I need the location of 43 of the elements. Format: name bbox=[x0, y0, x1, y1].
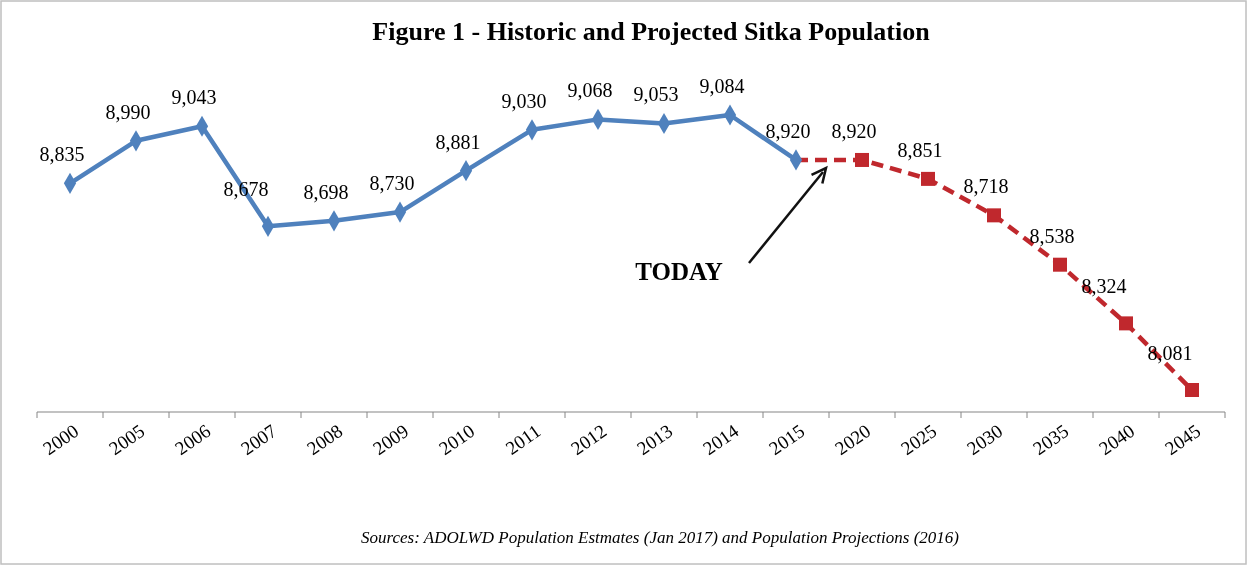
x-tick-label: 2011 bbox=[501, 420, 545, 459]
data-label: 9,043 bbox=[171, 86, 217, 109]
source-note: Sources: ADOLWD Population Estmates (Jan 2017) and Population Projections (2016) bbox=[361, 528, 960, 547]
data-label: 9,053 bbox=[633, 83, 679, 106]
x-tick-label: 2006 bbox=[171, 420, 215, 460]
x-tick-label: 2005 bbox=[105, 420, 149, 460]
data-label: 8,730 bbox=[369, 172, 415, 195]
x-tick-label: 2035 bbox=[1029, 420, 1073, 460]
x-tick-label: 2010 bbox=[435, 420, 479, 460]
chart-title: Figure 1 - Historic and Projected Sitka Population bbox=[372, 17, 931, 46]
data-label: 9,030 bbox=[501, 89, 547, 112]
data-label: 9,068 bbox=[567, 79, 613, 102]
x-tick-label: 2007 bbox=[237, 420, 281, 460]
x-tick-label: 2008 bbox=[303, 420, 347, 460]
data-label: 8,698 bbox=[303, 180, 349, 203]
data-label: 8,881 bbox=[435, 130, 481, 153]
data-label: 8,920 bbox=[765, 119, 811, 142]
data-label: 8,990 bbox=[105, 100, 151, 123]
x-tick-label: 2000 bbox=[39, 420, 83, 460]
point bbox=[921, 171, 935, 186]
data-label: 9,084 bbox=[699, 75, 745, 97]
data-label: 8,835 bbox=[39, 143, 85, 166]
x-tick-label: 2030 bbox=[963, 420, 1007, 460]
data-label: 8,718 bbox=[963, 175, 1009, 198]
x-tick-label: 2009 bbox=[369, 420, 413, 460]
point bbox=[1053, 257, 1067, 272]
data-label: 8,851 bbox=[897, 138, 943, 161]
x-tick-label: 2040 bbox=[1095, 420, 1139, 460]
x-tick-label: 2014 bbox=[699, 419, 743, 460]
point bbox=[855, 152, 869, 167]
x-tick-label: 2013 bbox=[633, 420, 677, 460]
x-tick-label: 2015 bbox=[765, 420, 809, 460]
data-label: 8,324 bbox=[1081, 275, 1127, 298]
point bbox=[1119, 316, 1133, 331]
point bbox=[1185, 383, 1199, 397]
x-tick-label: 2045 bbox=[1161, 420, 1205, 460]
point bbox=[987, 208, 1001, 223]
x-tick-label: 2025 bbox=[897, 420, 941, 460]
data-label: 8,538 bbox=[1029, 224, 1075, 247]
annotation: TODAY bbox=[635, 258, 723, 285]
data-label: 8,920 bbox=[831, 119, 877, 142]
x-tick-label: 2012 bbox=[567, 420, 611, 460]
x-tick-label: 2020 bbox=[831, 420, 875, 460]
